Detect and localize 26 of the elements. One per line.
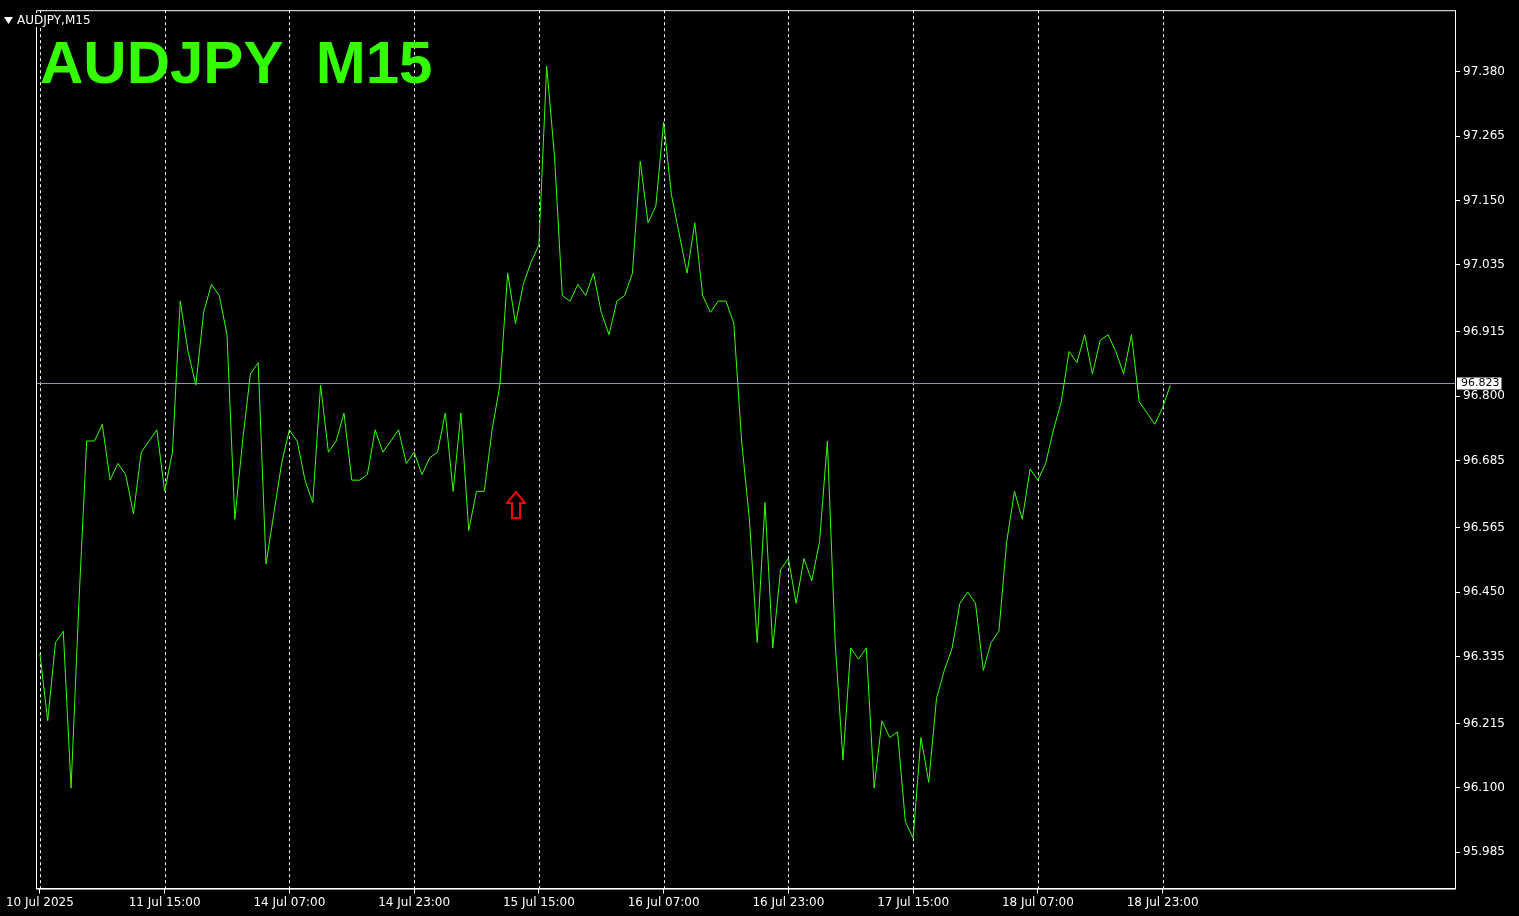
x-tick-label: 17 Jul 15:00 [877, 894, 950, 909]
y-tick-label: 96.215 [1463, 715, 1505, 730]
y-tick-label: 97.265 [1463, 128, 1505, 143]
y-tick-label: 96.450 [1463, 584, 1505, 599]
y-tick-label: 95.985 [1463, 844, 1505, 859]
x-tick-label: 10 Jul 2025 [5, 894, 74, 909]
y-tick-label: 96.100 [1463, 780, 1505, 795]
chart-title: AUDJPY M15 [40, 28, 433, 97]
y-tick-label: 96.800 [1463, 388, 1505, 403]
y-tick-label: 97.150 [1463, 192, 1505, 207]
y-tick-label: 96.685 [1463, 452, 1505, 467]
x-tick-label: 16 Jul 07:00 [627, 894, 700, 909]
x-tick-label: 18 Jul 23:00 [1126, 894, 1199, 909]
y-tick-label: 97.380 [1463, 63, 1505, 78]
x-tick-label: 14 Jul 07:00 [253, 894, 326, 909]
y-tick-label: 96.335 [1463, 648, 1505, 663]
x-tick-label: 11 Jul 15:00 [128, 894, 201, 909]
y-tick-label: 96.565 [1463, 519, 1505, 534]
x-tick-label: 14 Jul 23:00 [378, 894, 451, 909]
y-tick-label: 96.915 [1463, 324, 1505, 339]
x-tick-label: 18 Jul 07:00 [1001, 894, 1074, 909]
ref-line-label: 96.823 [1461, 376, 1500, 390]
y-tick-label: 97.035 [1463, 256, 1505, 271]
x-tick-label: 15 Jul 15:00 [502, 894, 575, 909]
x-tick-label: 16 Jul 23:00 [752, 894, 825, 909]
chart-subtitle: AUDJPY,M15 [17, 13, 91, 27]
